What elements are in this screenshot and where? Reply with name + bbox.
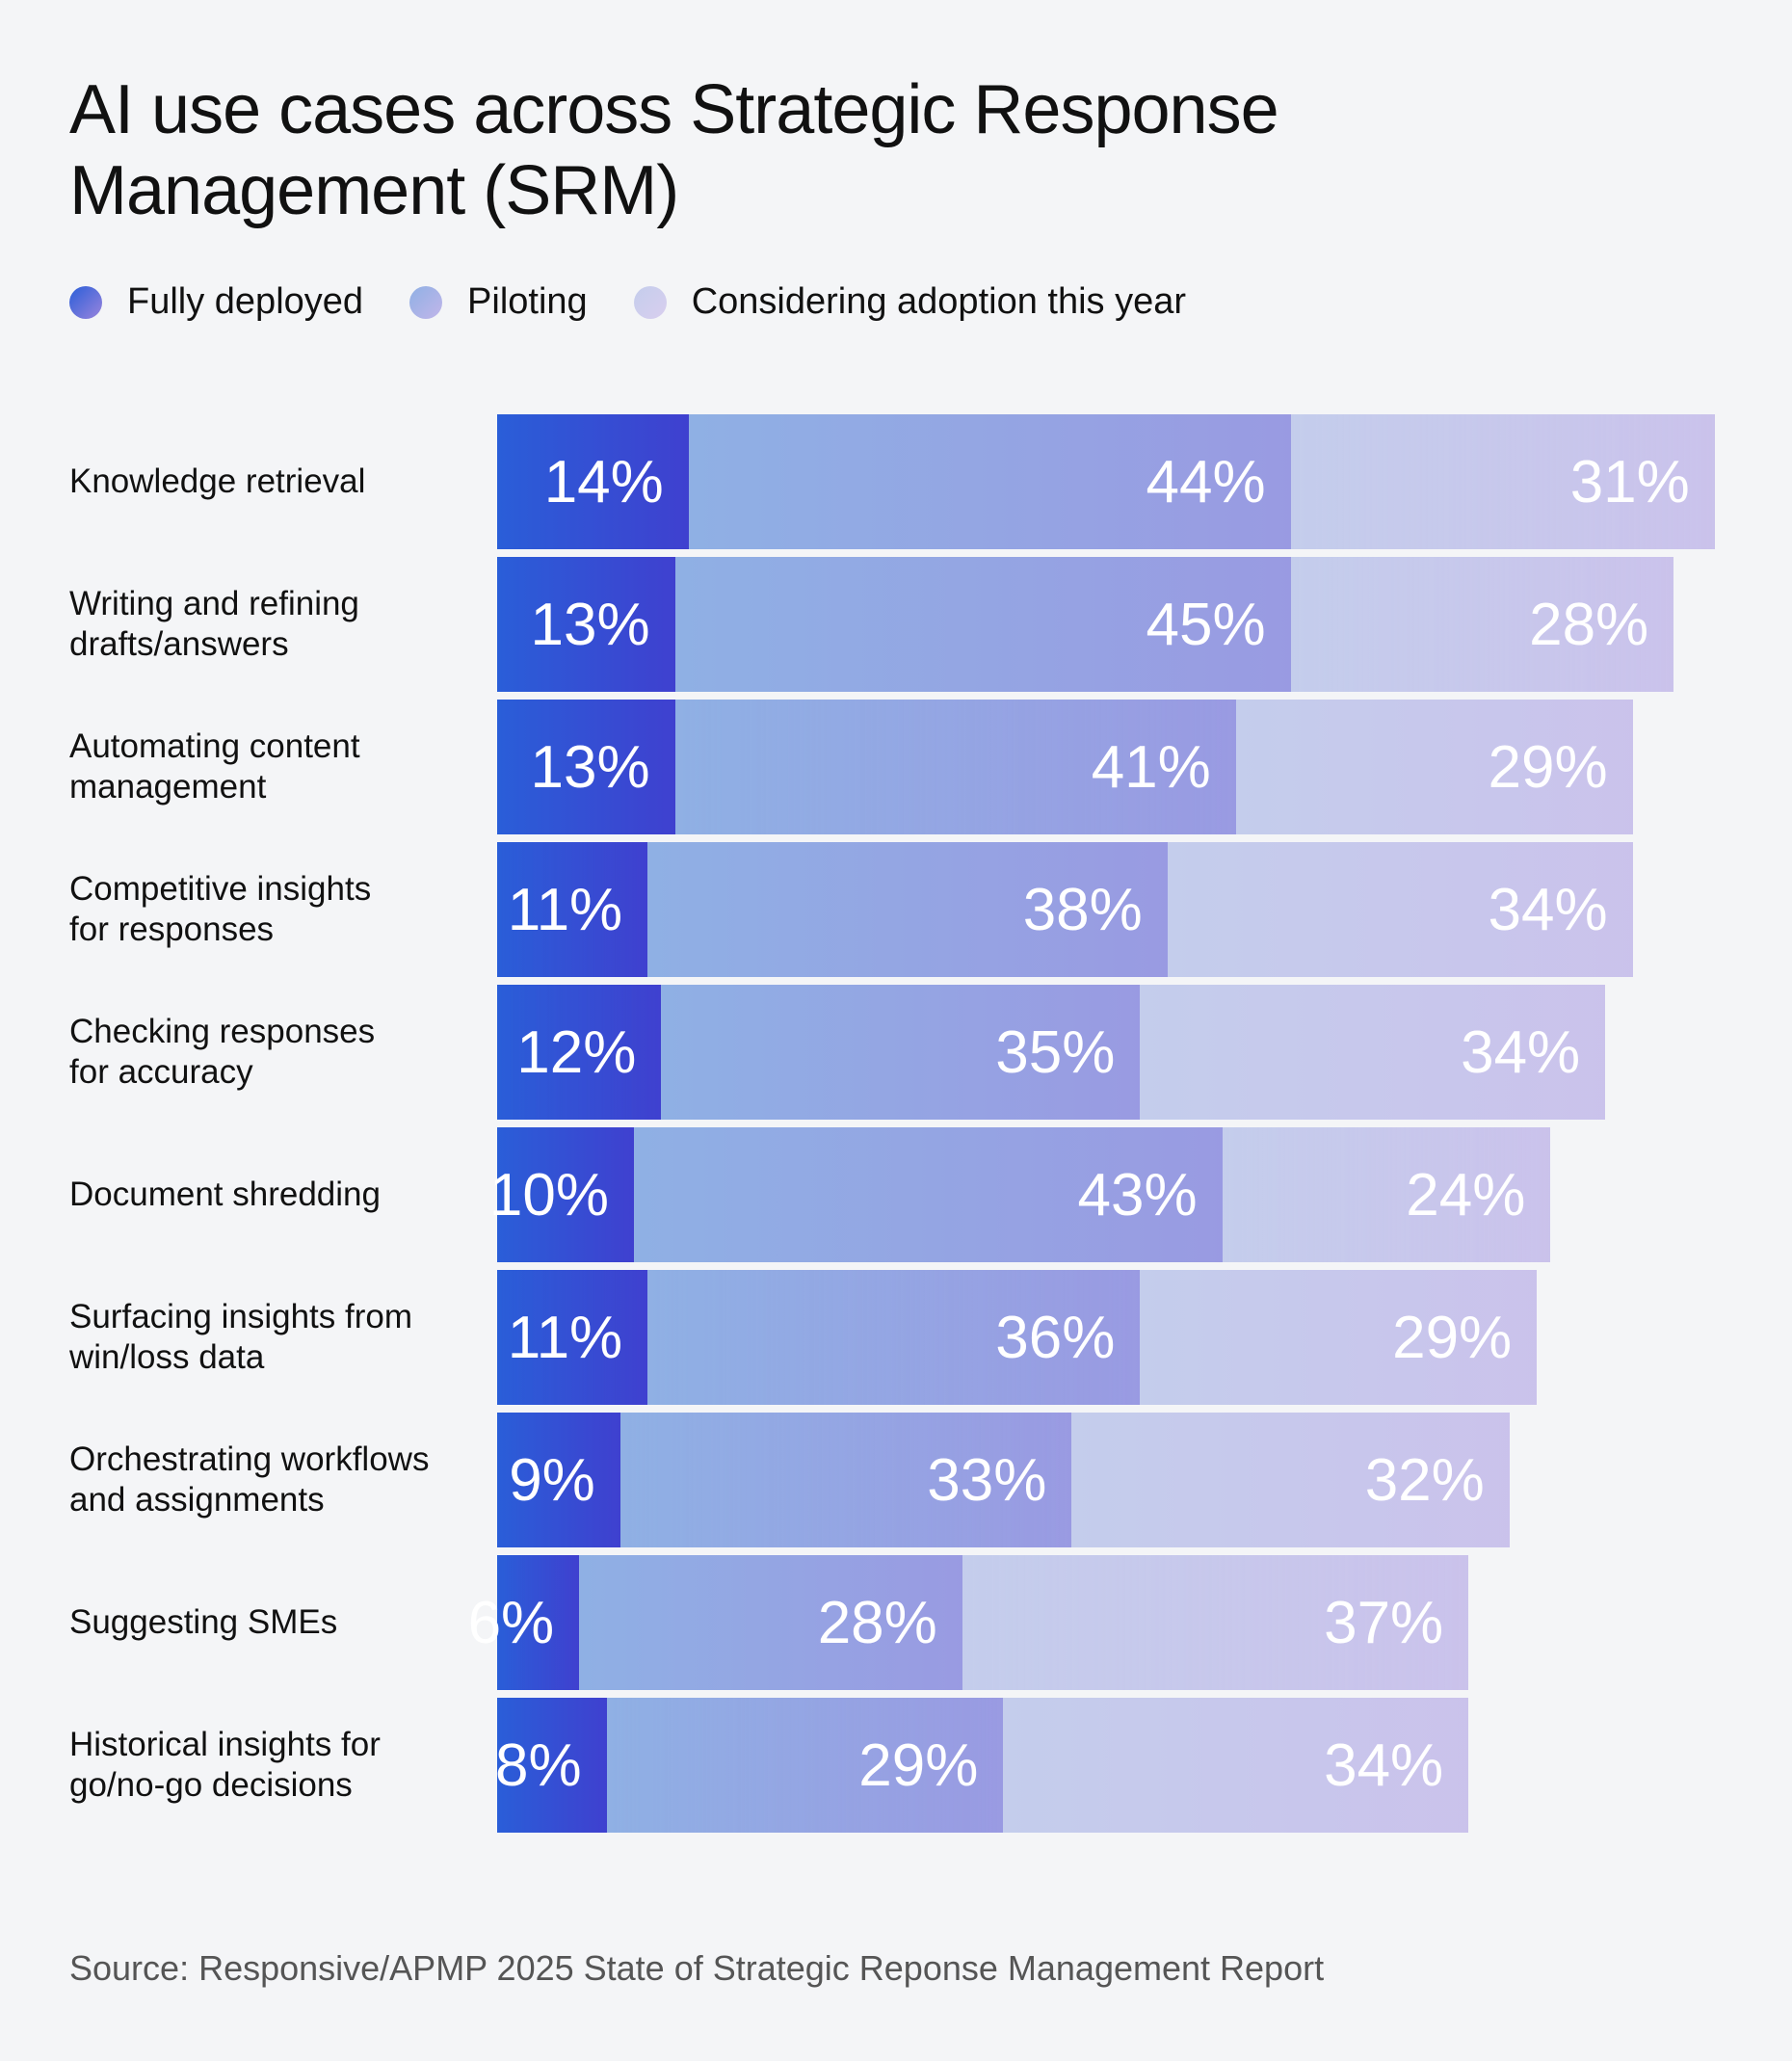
data-label: 34% xyxy=(1324,1731,1444,1799)
data-label: 11% xyxy=(507,876,623,943)
category-label: Historical insights for go/no-go decisio… xyxy=(69,1726,381,1804)
data-label: 34% xyxy=(1461,1018,1581,1086)
legend-item: Considering adoption this year xyxy=(633,281,1187,323)
bar-segment: 32% xyxy=(1071,1413,1509,1547)
bar-segment: 12% xyxy=(497,985,661,1120)
legend-swatch xyxy=(409,285,443,319)
data-label: 29% xyxy=(1488,733,1608,801)
data-label: 38% xyxy=(1022,876,1143,943)
bar-segment: 31% xyxy=(1290,414,1715,549)
data-label: 8% xyxy=(494,1731,582,1799)
data-label: 29% xyxy=(1392,1304,1513,1371)
bar-segment: 35% xyxy=(661,985,1140,1120)
chart-title: AI use cases across Strategic Response M… xyxy=(69,71,1279,229)
category-label: Orchestrating workflows and assignments xyxy=(69,1440,430,1519)
bar-segment: 41% xyxy=(674,700,1236,834)
data-label: 13% xyxy=(530,591,650,658)
bar-segment: 11% xyxy=(497,842,647,977)
source-note: Source: Responsive/APMP 2025 State of St… xyxy=(69,1948,1325,1988)
data-label: 43% xyxy=(1077,1161,1198,1229)
data-label: 6% xyxy=(467,1589,555,1656)
bar-segment: 9% xyxy=(497,1413,620,1547)
data-label: 28% xyxy=(817,1589,937,1656)
bar-segment: 13% xyxy=(497,700,675,834)
data-label: 37% xyxy=(1324,1589,1444,1656)
bar-segment: 37% xyxy=(962,1555,1468,1690)
bar-segment: 10% xyxy=(489,1127,634,1262)
legend-swatch xyxy=(69,285,102,319)
data-label: 13% xyxy=(530,733,650,801)
data-label: 14% xyxy=(543,448,664,515)
category-label: Competitive insights for responses xyxy=(69,870,372,948)
bar-segment: 24% xyxy=(1222,1127,1551,1262)
bar-segment: 13% xyxy=(497,557,675,692)
data-label: 45% xyxy=(1146,591,1266,658)
bar-segment: 34% xyxy=(1167,842,1633,977)
data-label: 35% xyxy=(995,1018,1116,1086)
category-label: Writing and refining drafts/answers xyxy=(69,585,359,663)
legend-item: Piloting xyxy=(409,281,588,323)
bar-segment: 34% xyxy=(1140,985,1605,1120)
legend: Fully deployed Piloting Considering adopti… xyxy=(69,281,1186,323)
bar-segment: 38% xyxy=(647,842,1168,977)
bar-segment: 44% xyxy=(688,414,1291,549)
data-label: 9% xyxy=(509,1446,595,1514)
bar-segment: 33% xyxy=(619,1413,1072,1547)
category-label: Suggesting SMEs xyxy=(69,1603,338,1641)
data-label: 31% xyxy=(1569,448,1690,515)
legend-swatch xyxy=(633,285,667,319)
bar-segment: 11% xyxy=(497,1270,647,1405)
bar-segment: 45% xyxy=(674,557,1291,692)
data-label: 11% xyxy=(507,1304,623,1371)
category-label: Document shredding xyxy=(69,1176,381,1213)
data-label: 36% xyxy=(995,1304,1116,1371)
data-label: 44% xyxy=(1146,448,1266,515)
bar-segment: 43% xyxy=(634,1127,1223,1262)
legend-item: Fully deployed xyxy=(69,281,363,323)
data-label: 29% xyxy=(858,1731,979,1799)
bar-segment: 6% xyxy=(468,1555,579,1690)
category-label: Surfacing insights from win/loss data xyxy=(69,1298,412,1376)
data-label: 33% xyxy=(927,1446,1047,1514)
bar-segment: 29% xyxy=(1235,700,1633,834)
bar-segment: 14% xyxy=(497,414,689,549)
bar-segment: 8% xyxy=(494,1698,607,1833)
bar-segment: 36% xyxy=(647,1270,1140,1405)
bar-segment: 28% xyxy=(1290,557,1674,692)
data-label: 34% xyxy=(1488,876,1608,943)
legend-label: Fully deployed xyxy=(127,281,364,322)
category-label: Checking responses for accuracy xyxy=(69,1013,376,1091)
bar-segment: 28% xyxy=(579,1555,962,1690)
data-label: 10% xyxy=(488,1161,609,1229)
category-label: Knowledge retrieval xyxy=(69,462,366,500)
data-label: 32% xyxy=(1364,1446,1485,1514)
data-label: 24% xyxy=(1406,1161,1526,1229)
legend-label: Considering adoption this year xyxy=(691,281,1187,322)
bar-segment: 29% xyxy=(606,1698,1004,1833)
bar-segment: 29% xyxy=(1140,1270,1537,1405)
data-label: 12% xyxy=(516,1018,637,1086)
legend-label: Piloting xyxy=(467,281,588,322)
bar-segment: 34% xyxy=(1003,1698,1468,1833)
data-label: 41% xyxy=(1091,733,1211,801)
data-label: 28% xyxy=(1529,591,1649,658)
category-label: Automating content management xyxy=(69,727,360,806)
